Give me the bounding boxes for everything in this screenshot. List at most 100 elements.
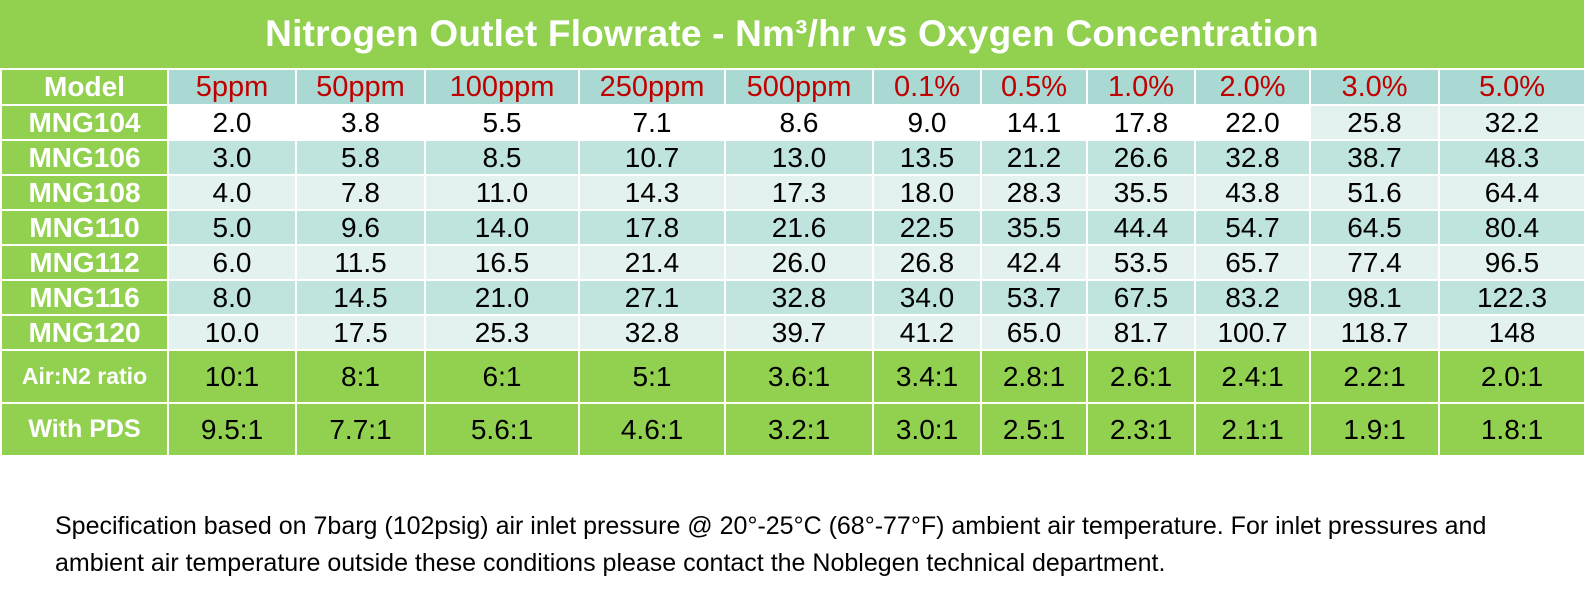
flowrate-cell: 17.8 [578,209,726,246]
flowrate-cell: 21.0 [424,279,580,316]
concentration-header: 3.0% [1309,68,1440,106]
specification-note: Specification based on 7barg (102psig) a… [55,512,1487,577]
flowrate-cell: 65.0 [980,314,1088,351]
flowrate-cell: 39.7 [724,314,874,351]
flowrate-cell: 32.8 [1194,139,1311,176]
flowrate-cell: 21.4 [578,244,726,281]
air-n2-ratio-cell: 2.6:1 [1086,349,1196,404]
flowrate-cell: 34.0 [872,279,982,316]
flowrate-cell: 27.1 [578,279,726,316]
flowrate-cell: 67.5 [1086,279,1196,316]
flowrate-cell: 16.5 [424,244,580,281]
with-pds-ratio-cell: 2.1:1 [1194,402,1311,457]
model-name-cell: MNG116 [0,279,169,316]
air-n2-ratio-cell: 8:1 [295,349,426,404]
air-n2-ratio-cell: 5:1 [578,349,726,404]
flowrate-cell: 53.5 [1086,244,1196,281]
flowrate-cell: 22.5 [872,209,982,246]
air-n2-ratio-cell: 2.2:1 [1309,349,1440,404]
flowrate-cell: 11.0 [424,174,580,211]
flowrate-cell: 22.0 [1194,104,1311,141]
flowrate-cell: 100.7 [1194,314,1311,351]
flowrate-cell: 6.0 [167,244,297,281]
flowrate-cell: 14.5 [295,279,426,316]
model-column-header: Model [0,68,169,106]
model-name-cell: MNG120 [0,314,169,351]
flowrate-cell: 18.0 [872,174,982,211]
with-pds-ratio-cell: 9.5:1 [167,402,297,457]
concentration-header: 50ppm [295,68,426,106]
with-pds-ratio-cell: 1.8:1 [1438,402,1584,457]
flowrate-cell: 48.3 [1438,139,1584,176]
flowrate-cell: 54.7 [1194,209,1311,246]
header-row: Model 5ppm 50ppm 100ppm 250ppm 500ppm 0.… [0,68,1584,106]
flowrate-table: Model 5ppm 50ppm 100ppm 250ppm 500ppm 0.… [0,68,1584,457]
air-n2-ratio-cell: 6:1 [424,349,580,404]
flowrate-cell: 13.0 [724,139,874,176]
flowrate-cell: 8.0 [167,279,297,316]
flowrate-cell: 28.3 [980,174,1088,211]
flowrate-cell: 5.0 [167,209,297,246]
table-row: MNG106 3.0 5.8 8.5 10.7 13.0 13.5 21.2 26.6 32.8 3… [0,139,1584,176]
flowrate-cell: 43.8 [1194,174,1311,211]
page-title: Nitrogen Outlet Flowrate - Nm³/hr vs Oxy… [265,13,1319,54]
flowrate-cell: 26.8 [872,244,982,281]
flowrate-cell: 17.3 [724,174,874,211]
concentration-header: 500ppm [724,68,874,106]
with-pds-ratio-cell: 7.7:1 [295,402,426,457]
flowrate-cell: 32.8 [578,314,726,351]
flowrate-cell: 3.8 [295,104,426,141]
flowrate-cell: 122.3 [1438,279,1584,316]
flowrate-cell: 14.3 [578,174,726,211]
model-name-cell: MNG108 [0,174,169,211]
flowrate-cell: 148 [1438,314,1584,351]
flowrate-cell: 98.1 [1309,279,1440,316]
flowrate-cell: 25.8 [1309,104,1440,141]
air-n2-ratio-cell: 2.0:1 [1438,349,1584,404]
flowrate-cell: 9.0 [872,104,982,141]
flowrate-cell: 38.7 [1309,139,1440,176]
with-pds-ratio-cell: 2.3:1 [1086,402,1196,457]
flowrate-cell: 21.6 [724,209,874,246]
flowrate-cell: 35.5 [1086,174,1196,211]
with-pds-ratio-cell: 1.9:1 [1309,402,1440,457]
table-row: MNG120 10.0 17.5 25.3 32.8 39.7 41.2 65.0 81.7 10… [0,314,1584,351]
flowrate-cell: 81.7 [1086,314,1196,351]
flowrate-cell: 8.5 [424,139,580,176]
air-n2-ratio-cell: 2.8:1 [980,349,1088,404]
flowrate-cell: 53.7 [980,279,1088,316]
air-n2-ratio-row: Air:N2 ratio 10:1 8:1 6:1 5:1 3.6:1 3.4:1 2.8:1… [0,349,1584,404]
with-pds-ratio-label: With PDS [0,402,169,457]
flowrate-cell: 10.7 [578,139,726,176]
concentration-header: 5ppm [167,68,297,106]
table-row: MNG104 2.0 3.8 5.5 7.1 8.6 9.0 14.1 17.8 22.0 25.8… [0,104,1584,141]
flowrate-cell: 7.1 [578,104,726,141]
flowrate-cell: 80.4 [1438,209,1584,246]
model-name-cell: MNG110 [0,209,169,246]
flowrate-cell: 65.7 [1194,244,1311,281]
flowrate-cell: 35.5 [980,209,1088,246]
concentration-header: 100ppm [424,68,580,106]
concentration-header: 1.0% [1086,68,1196,106]
concentration-header: 0.5% [980,68,1088,106]
flowrate-cell: 26.6 [1086,139,1196,176]
concentration-header: 2.0% [1194,68,1311,106]
flowrate-cell: 64.4 [1438,174,1584,211]
with-pds-ratio-cell: 2.5:1 [980,402,1088,457]
table-row: MNG108 4.0 7.8 11.0 14.3 17.3 18.0 28.3 35.5 43.8… [0,174,1584,211]
model-name-cell: MNG104 [0,104,169,141]
flowrate-cell: 11.5 [295,244,426,281]
flowrate-cell: 7.8 [295,174,426,211]
flowrate-cell: 8.6 [724,104,874,141]
air-n2-ratio-cell: 2.4:1 [1194,349,1311,404]
flowrate-cell: 25.3 [424,314,580,351]
flowrate-cell: 17.8 [1086,104,1196,141]
flowrate-cell: 5.5 [424,104,580,141]
flowrate-cell: 32.8 [724,279,874,316]
flowrate-cell: 14.1 [980,104,1088,141]
air-n2-ratio-cell: 3.6:1 [724,349,874,404]
flowrate-cell: 5.8 [295,139,426,176]
flowrate-cell: 77.4 [1309,244,1440,281]
model-name-cell: MNG112 [0,244,169,281]
flowrate-cell: 9.6 [295,209,426,246]
